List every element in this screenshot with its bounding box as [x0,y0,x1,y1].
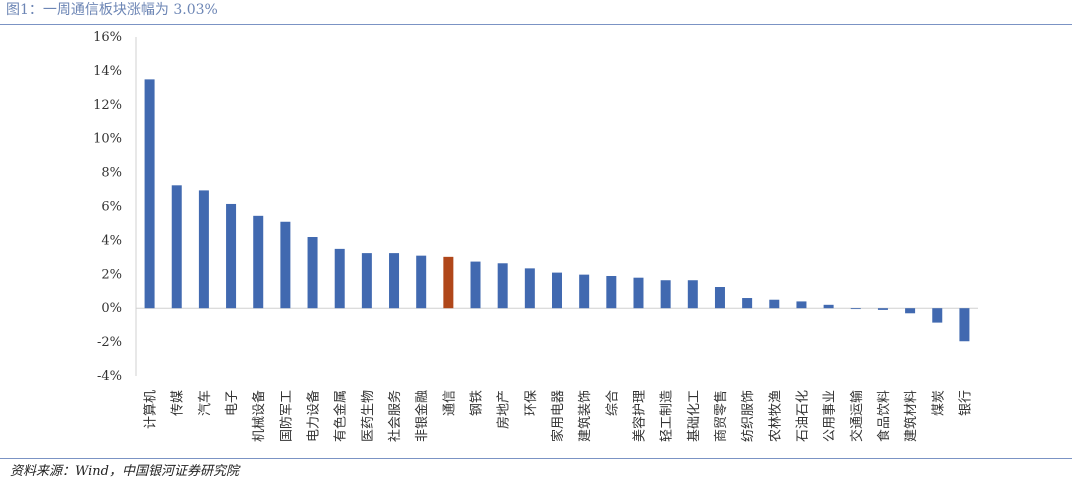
y-tick-label: 4% [101,233,122,248]
y-tick-label: 12% [93,98,122,113]
x-tick-label: 计算机 [144,390,159,429]
bar [416,255,427,309]
x-tick-label: 通信 [442,390,457,416]
y-tick-label: 0% [101,301,122,316]
x-tick-label: 农林牧渔 [768,390,783,442]
x-tick-label: 汽车 [197,390,213,416]
bar [687,280,698,309]
bar [552,272,562,309]
y-tick-label: 10% [93,132,122,147]
x-tick-label: 传媒 [171,390,186,416]
x-tick-label: 交通运输 [849,390,865,442]
bar [932,308,943,323]
bar [905,308,916,314]
bar [171,185,182,309]
bar [959,308,970,342]
bar [280,221,291,309]
x-tick-label: 银行 [958,390,973,416]
bar [198,190,209,309]
bar [742,298,753,309]
x-tick-label: 电子 [225,390,240,416]
x-tick-label: 国防军工 [278,390,294,442]
bar [714,287,725,309]
y-tick-label: 2% [101,267,122,282]
y-tick-label: 14% [93,64,122,79]
bar [633,277,644,309]
source-note: 资料来源：Wind，中国银河证券研究院 [10,464,239,479]
x-tick-label: 建筑装饰 [577,390,593,442]
x-tick-label: 非银金融 [414,390,430,442]
x-tick-label: 社会服务 [387,390,403,442]
x-tick-label: 纺织服饰 [741,390,756,442]
y-axis: -4% -2% 0% 2% 4% 6% 8% 10% 12% 14% 16% [93,30,978,384]
x-tick-label: 美容护理 [631,390,647,442]
top-rule [0,24,1072,25]
x-tick-label: 商贸零售 [713,390,729,442]
x-tick-label: 石油石化 [795,390,810,442]
bar [850,308,861,310]
bar [660,280,671,309]
y-tick-label: -4% [97,369,122,384]
x-axis: 计算机 传媒 汽车 电子 机械设备 国防军工 电力设备 有色金属 医药生物 社会服务 非银金融 通信钢… [144,390,974,442]
y-tick-label: 8% [101,166,122,181]
bar [307,237,318,309]
x-tick-label: 公用事业 [823,390,838,442]
bar [253,215,264,309]
x-tick-label: 有色金属 [333,390,349,442]
x-tick-label: 综合 [605,390,620,416]
x-tick-label: 房地产 [496,390,512,429]
y-tick-label: 6% [101,200,122,215]
bar [334,248,345,309]
bar [769,299,780,309]
x-tick-label: 电力设备 [306,390,322,442]
bar [606,275,617,309]
x-tick-label: 家用电器 [550,390,566,442]
bar [497,263,508,309]
x-tick-label: 机械设备 [251,390,267,442]
x-tick-label: 轻工制造 [660,390,675,442]
y-tick-label: -2% [97,335,122,350]
bar [823,304,834,309]
x-tick-label: 食品饮料 [876,390,892,442]
x-tick-label: 环保 [524,390,539,416]
bar [389,253,400,309]
bar [361,253,372,309]
bars [144,79,970,342]
bar [877,308,888,310]
x-tick-label: 医药生物 [361,390,376,442]
figure-title: 图1：一周通信板块涨幅为 3.03% [6,2,218,18]
x-tick-label: 钢铁 [470,390,485,416]
bar [470,261,481,309]
bar [226,203,237,309]
bottom-rule [0,458,1072,459]
bar [144,79,155,309]
bar [579,274,590,309]
bar [524,268,535,309]
bar [443,256,454,309]
x-tick-label: 煤炭 [931,390,946,416]
x-tick-label: 建筑材料 [903,390,919,442]
bar [796,301,807,309]
bar-chart: -4% -2% 0% 2% 4% 6% 8% 10% 12% 14% 16% 计算机 传媒 汽车 电子 机械… [93,30,978,442]
x-tick-label: 基础化工 [687,390,702,442]
y-tick-label: 16% [93,30,122,45]
